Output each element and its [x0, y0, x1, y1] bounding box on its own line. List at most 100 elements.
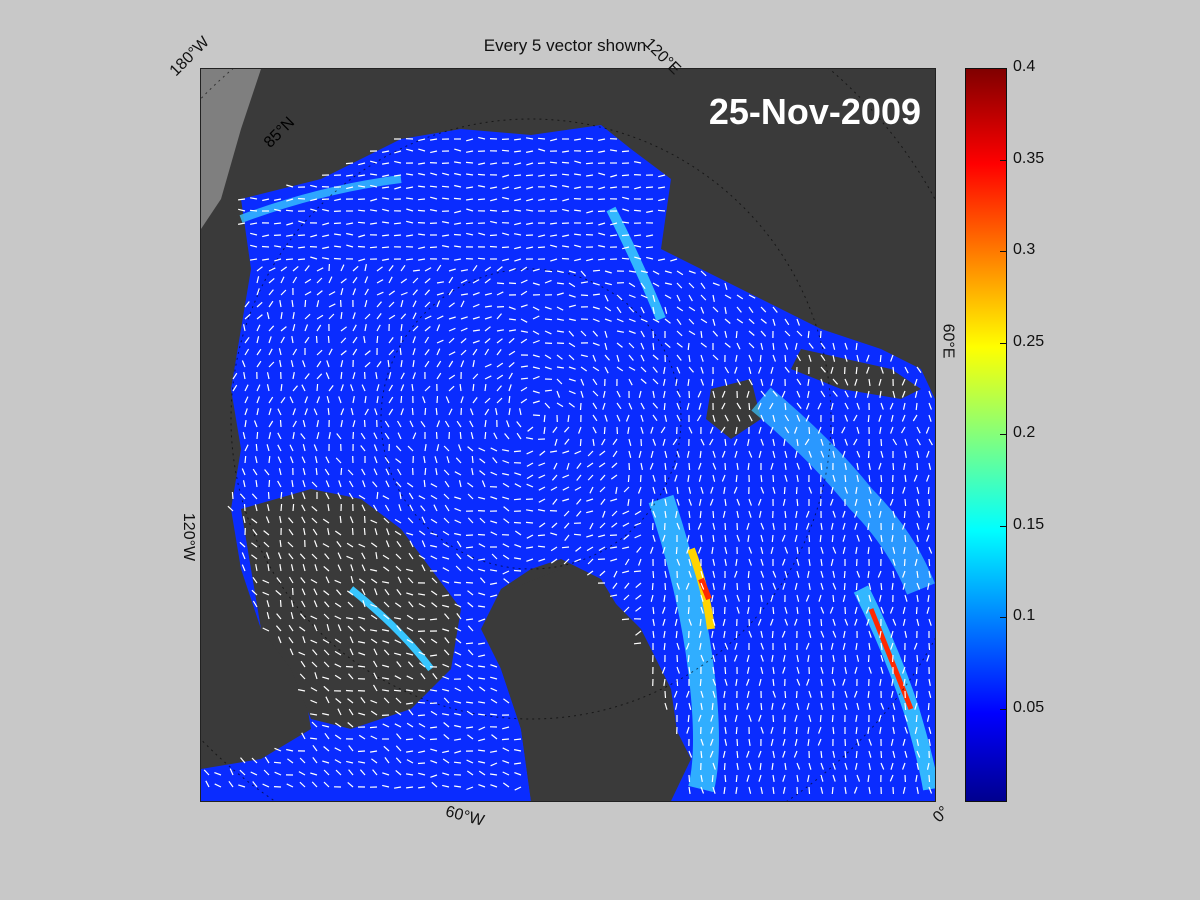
velocity-vector — [912, 414, 918, 422]
velocity-vector — [376, 335, 379, 344]
velocity-vector — [904, 714, 908, 722]
velocity-vector — [616, 366, 624, 372]
velocity-vector — [327, 527, 330, 536]
velocity-vector — [442, 772, 450, 776]
siberian-streak — [606, 206, 666, 321]
velocity-vector — [316, 314, 324, 320]
velocity-vector — [478, 738, 486, 742]
velocity-vector — [568, 378, 576, 382]
velocity-vector — [484, 363, 492, 368]
velocity-vector — [891, 582, 894, 590]
velocity-vector — [274, 771, 282, 776]
velocity-vector — [346, 232, 354, 236]
velocity-vector — [436, 315, 444, 320]
velocity-vector — [636, 546, 642, 553]
velocity-vector — [395, 697, 402, 704]
velocity-vector — [556, 318, 565, 321]
velocity-vector — [675, 510, 678, 519]
lon-label-60w: 60°W — [443, 803, 486, 830]
velocity-vector — [520, 304, 528, 308]
velocity-vector — [736, 414, 741, 422]
velocity-vector — [760, 642, 764, 650]
velocity-vector — [382, 234, 390, 237]
velocity-vector — [576, 474, 582, 481]
velocity-vector — [242, 480, 246, 488]
velocity-vector — [267, 491, 270, 500]
velocity-vector — [604, 306, 612, 312]
velocity-vector — [574, 450, 582, 455]
velocity-vector — [436, 324, 441, 332]
velocity-vector — [808, 618, 811, 626]
velocity-vector — [513, 738, 522, 741]
velocity-vector — [879, 390, 882, 398]
velocity-vector — [700, 282, 706, 290]
velocity-vector — [688, 270, 696, 274]
velocity-vector — [239, 769, 246, 776]
velocity-vector — [867, 654, 870, 663]
velocity-vector — [453, 761, 462, 764]
velocity-vector — [760, 306, 767, 313]
velocity-vector — [478, 726, 486, 731]
velocity-vector — [418, 148, 426, 152]
velocity-vector — [916, 522, 920, 530]
velocity-vector — [345, 617, 354, 620]
velocity-vector — [736, 534, 740, 542]
velocity-vector — [831, 426, 834, 435]
velocity-vector — [820, 774, 824, 782]
velocity-vector — [514, 150, 522, 153]
velocity-vector — [280, 491, 283, 500]
velocity-vector — [491, 553, 498, 560]
velocity-vector — [856, 474, 859, 483]
velocity-vector — [736, 294, 744, 300]
velocity-vector — [634, 256, 642, 260]
velocity-vector — [676, 558, 681, 566]
velocity-vector — [348, 769, 354, 776]
colorbar — [965, 68, 1007, 802]
velocity-vector — [409, 420, 414, 428]
velocity-vector — [347, 601, 354, 608]
velocity-vector — [316, 277, 323, 284]
velocity-vector — [323, 613, 330, 620]
velocity-vector — [602, 402, 606, 410]
velocity-vector — [663, 390, 666, 399]
velocity-vector — [537, 174, 546, 177]
velocity-vector — [406, 689, 414, 692]
velocity-vector — [406, 532, 414, 536]
velocity-vector — [760, 486, 765, 494]
velocity-vector — [806, 522, 810, 530]
velocity-vector — [337, 564, 342, 572]
velocity-vector — [597, 210, 606, 213]
velocity-vector — [844, 786, 847, 794]
velocity-vector — [711, 702, 714, 711]
velocity-vector — [610, 546, 618, 549]
velocity-vector — [796, 762, 801, 770]
velocity-vector — [733, 654, 738, 662]
velocity-vector — [436, 339, 444, 344]
velocity-vector — [314, 456, 318, 464]
velocity-vector — [328, 313, 335, 320]
velocity-vector — [604, 294, 609, 302]
velocity-vector — [733, 486, 738, 494]
velocity-vector — [915, 774, 918, 783]
velocity-vector — [467, 590, 474, 596]
velocity-vector — [771, 654, 774, 663]
velocity-vector — [808, 486, 813, 494]
velocity-vector — [252, 576, 258, 584]
velocity-vector — [418, 689, 426, 692]
velocity-vector — [484, 266, 492, 272]
velocity-vector — [784, 342, 789, 350]
velocity-vector — [878, 378, 882, 386]
velocity-vector — [575, 546, 582, 552]
velocity-vector — [336, 433, 342, 440]
velocity-vector — [782, 666, 786, 674]
velocity-vector — [748, 738, 751, 746]
velocity-vector — [496, 282, 505, 285]
velocity-vector — [490, 773, 498, 776]
velocity-vector — [442, 234, 450, 237]
velocity-vector — [467, 685, 474, 692]
velocity-vector — [299, 553, 306, 560]
velocity-vector — [514, 786, 522, 791]
velocity-vector — [623, 486, 630, 493]
velocity-vector — [496, 362, 504, 368]
velocity-vector — [796, 774, 799, 782]
